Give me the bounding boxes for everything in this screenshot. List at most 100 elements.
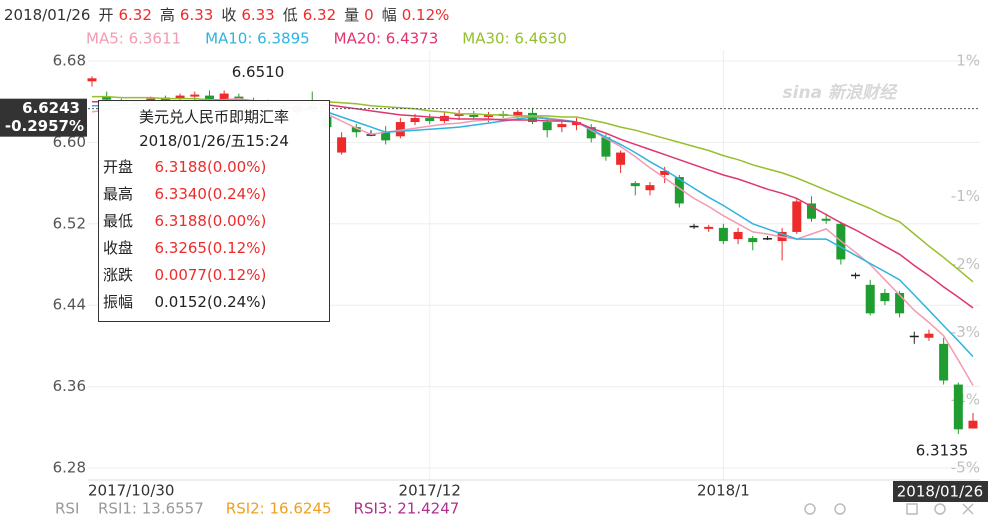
candle-body — [102, 96, 112, 100]
toolbar-icon — [962, 503, 974, 515]
candle-body — [572, 122, 582, 126]
candle-body — [616, 152, 626, 165]
tooltip-value: 0.0077(0.12%) — [154, 265, 267, 284]
candle-body — [469, 114, 479, 117]
tooltip-table: 开盘 6.3188(0.00%) 最高 6.3340(0.24%) 最低 6.3188(0… — [103, 153, 327, 315]
candle-body — [337, 137, 347, 153]
candle-body — [821, 218, 831, 221]
legend: MA5: 6.3611 MA10: 6.3895 MA20: 6.4373 MA30:… — [86, 30, 567, 48]
y-tick-label: 6.68 — [53, 52, 86, 70]
tooltip-value: 6.3188(0.00%) — [154, 157, 267, 176]
candle-body — [674, 176, 684, 204]
tooltip-key: 开盘 — [103, 158, 134, 176]
candle-body — [425, 117, 435, 122]
toolbar-icon — [934, 503, 946, 515]
candle-body — [219, 93, 229, 100]
y2-tick-label: -5% — [951, 459, 980, 477]
y2-tick-label: -1% — [951, 187, 980, 205]
tooltip-value: 0.0152(0.24%) — [154, 292, 267, 311]
quote-text: 量 — [344, 6, 359, 24]
quote-text: 0 — [364, 6, 374, 24]
y-tick-label: 6.28 — [53, 459, 86, 477]
candle-body — [381, 132, 391, 141]
tooltip-key: 涨跌 — [103, 266, 134, 284]
candle-body — [660, 170, 670, 175]
candle-body — [542, 122, 552, 131]
toolbar-icon — [804, 503, 816, 515]
candle-body — [630, 183, 640, 187]
ma-line — [92, 95, 974, 283]
candle-body — [704, 226, 714, 229]
candle-body — [851, 274, 861, 277]
candle-body — [175, 95, 185, 99]
tooltip-key: 最低 — [103, 212, 134, 230]
candle-body — [586, 127, 596, 139]
quote-line: 2018/01/26 开 6.32 高 6.33 收 6.33 低 6.32 量 0 幅 0.12% — [4, 6, 449, 24]
candle-body — [762, 238, 772, 240]
rsi-entry: RSI2: 16.6245 — [226, 500, 332, 518]
legend-entry: MA10: 6.3895 — [205, 30, 310, 48]
candle-body — [939, 343, 949, 381]
tooltip-row: 收盘 6.3265(0.12%) — [103, 234, 327, 261]
candle-body — [204, 95, 214, 100]
crosshair-box — [0, 98, 87, 137]
candle-body — [865, 284, 875, 314]
candle-body — [87, 78, 97, 82]
candle-body — [483, 114, 493, 117]
rsi-entry: RSI3: 21.4247 — [354, 500, 460, 518]
tooltip-title: 美元兑人民币即期汇率 — [138, 108, 289, 126]
candle-body — [513, 111, 523, 116]
quote-text: 开 — [98, 6, 113, 24]
y2-tick-label: 1% — [956, 52, 980, 70]
tooltip-value: 6.3188(0.00%) — [154, 211, 267, 230]
quote-text: 幅 — [382, 6, 397, 24]
x-highlight-box — [893, 481, 988, 502]
candle-body — [748, 238, 758, 243]
candle-body — [733, 231, 743, 240]
quote-text: 6.32 — [118, 6, 151, 24]
x-tick-label: 2018/01/26 — [897, 483, 983, 501]
extreme-label: 6.6510 — [232, 63, 285, 81]
y2-tick-label: -3% — [951, 323, 980, 341]
toolbar-icon — [834, 503, 846, 515]
candle-body — [880, 292, 890, 302]
y-tick-label: 6.44 — [53, 296, 86, 314]
legend-entry: MA5: 6.3611 — [86, 30, 181, 48]
tooltip-value: 6.3265(0.12%) — [154, 238, 267, 257]
quote-text: 2018/01/26 — [4, 6, 90, 24]
tooltip-row: 最低 6.3188(0.00%) — [103, 207, 327, 234]
candle-body — [645, 185, 655, 191]
toolbar-icon — [906, 503, 918, 515]
candle-body — [190, 94, 200, 97]
extreme-label: 6.3135 — [916, 441, 969, 459]
candle-body — [689, 225, 699, 228]
watermark: sina 新浪财经 — [783, 83, 898, 103]
quote-text: 低 — [283, 6, 298, 24]
candle-body — [792, 201, 802, 232]
y2-tick-label: -2% — [951, 255, 980, 273]
rsi-title: RSI — [55, 500, 79, 518]
candle-body — [924, 333, 934, 338]
tooltip-row: 开盘 6.3188(0.00%) — [103, 153, 327, 180]
candle-body — [601, 137, 611, 157]
quote-text: 高 — [160, 6, 175, 24]
candle-body — [351, 127, 361, 133]
candle-body — [410, 117, 420, 123]
crosshair-change: -0.2957% — [5, 117, 84, 135]
tooltip-time: 2018/01/26/五15:24 — [139, 132, 289, 150]
candle-body — [718, 227, 728, 242]
quote-text: 6.33 — [241, 6, 274, 24]
candle-body — [395, 122, 405, 137]
tooltip-value: 6.3340(0.24%) — [154, 184, 267, 203]
tooltip-key: 收盘 — [103, 239, 134, 257]
x-tick-label: 2017/10/30 — [88, 482, 174, 500]
candle-body — [895, 292, 905, 314]
y-tick-label: 6.52 — [53, 214, 86, 232]
y-tick-label: 6.60 — [53, 133, 86, 151]
tooltip-key: 振幅 — [103, 293, 134, 311]
rsi-entry: RSI1: 13.6557 — [98, 500, 204, 518]
legend-entry: MA20: 6.4373 — [334, 30, 439, 48]
tooltip-key: 最高 — [103, 185, 134, 203]
crosshair-value: 6.6243 — [22, 99, 80, 117]
